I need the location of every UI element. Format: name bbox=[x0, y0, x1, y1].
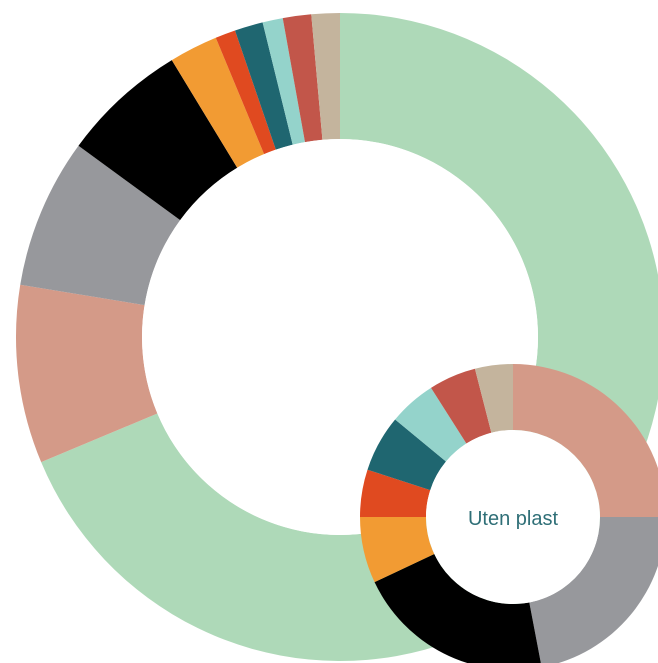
large-donut-slice-2 bbox=[15, 284, 158, 463]
small-donut-center-label: Uten plast bbox=[468, 508, 558, 530]
small-donut-slice-1 bbox=[513, 364, 658, 517]
small-donut-slice-5 bbox=[360, 469, 431, 517]
large-donut-slice-8 bbox=[262, 18, 305, 145]
small-donut-hole bbox=[426, 430, 600, 604]
small-donut-slice-4 bbox=[360, 517, 435, 583]
large-donut-slice-6 bbox=[215, 30, 276, 155]
small-donut-slice-3 bbox=[374, 554, 541, 663]
small-donut-slice-6 bbox=[367, 419, 446, 491]
large-donut-slice-4 bbox=[78, 60, 238, 221]
small-donut-slice-8 bbox=[431, 368, 492, 444]
small-donut-slice-7 bbox=[395, 387, 467, 462]
large-donut-slice-10 bbox=[311, 13, 340, 140]
small-donut-chart bbox=[360, 364, 658, 663]
large-donut-slice-7 bbox=[235, 22, 293, 150]
large-donut-slice-9 bbox=[282, 14, 323, 143]
small-donut-slice-9 bbox=[474, 364, 513, 433]
large-donut-slice-3 bbox=[20, 145, 181, 306]
small-donut-slice-2 bbox=[529, 517, 658, 663]
large-donut-slice-5 bbox=[171, 37, 265, 168]
